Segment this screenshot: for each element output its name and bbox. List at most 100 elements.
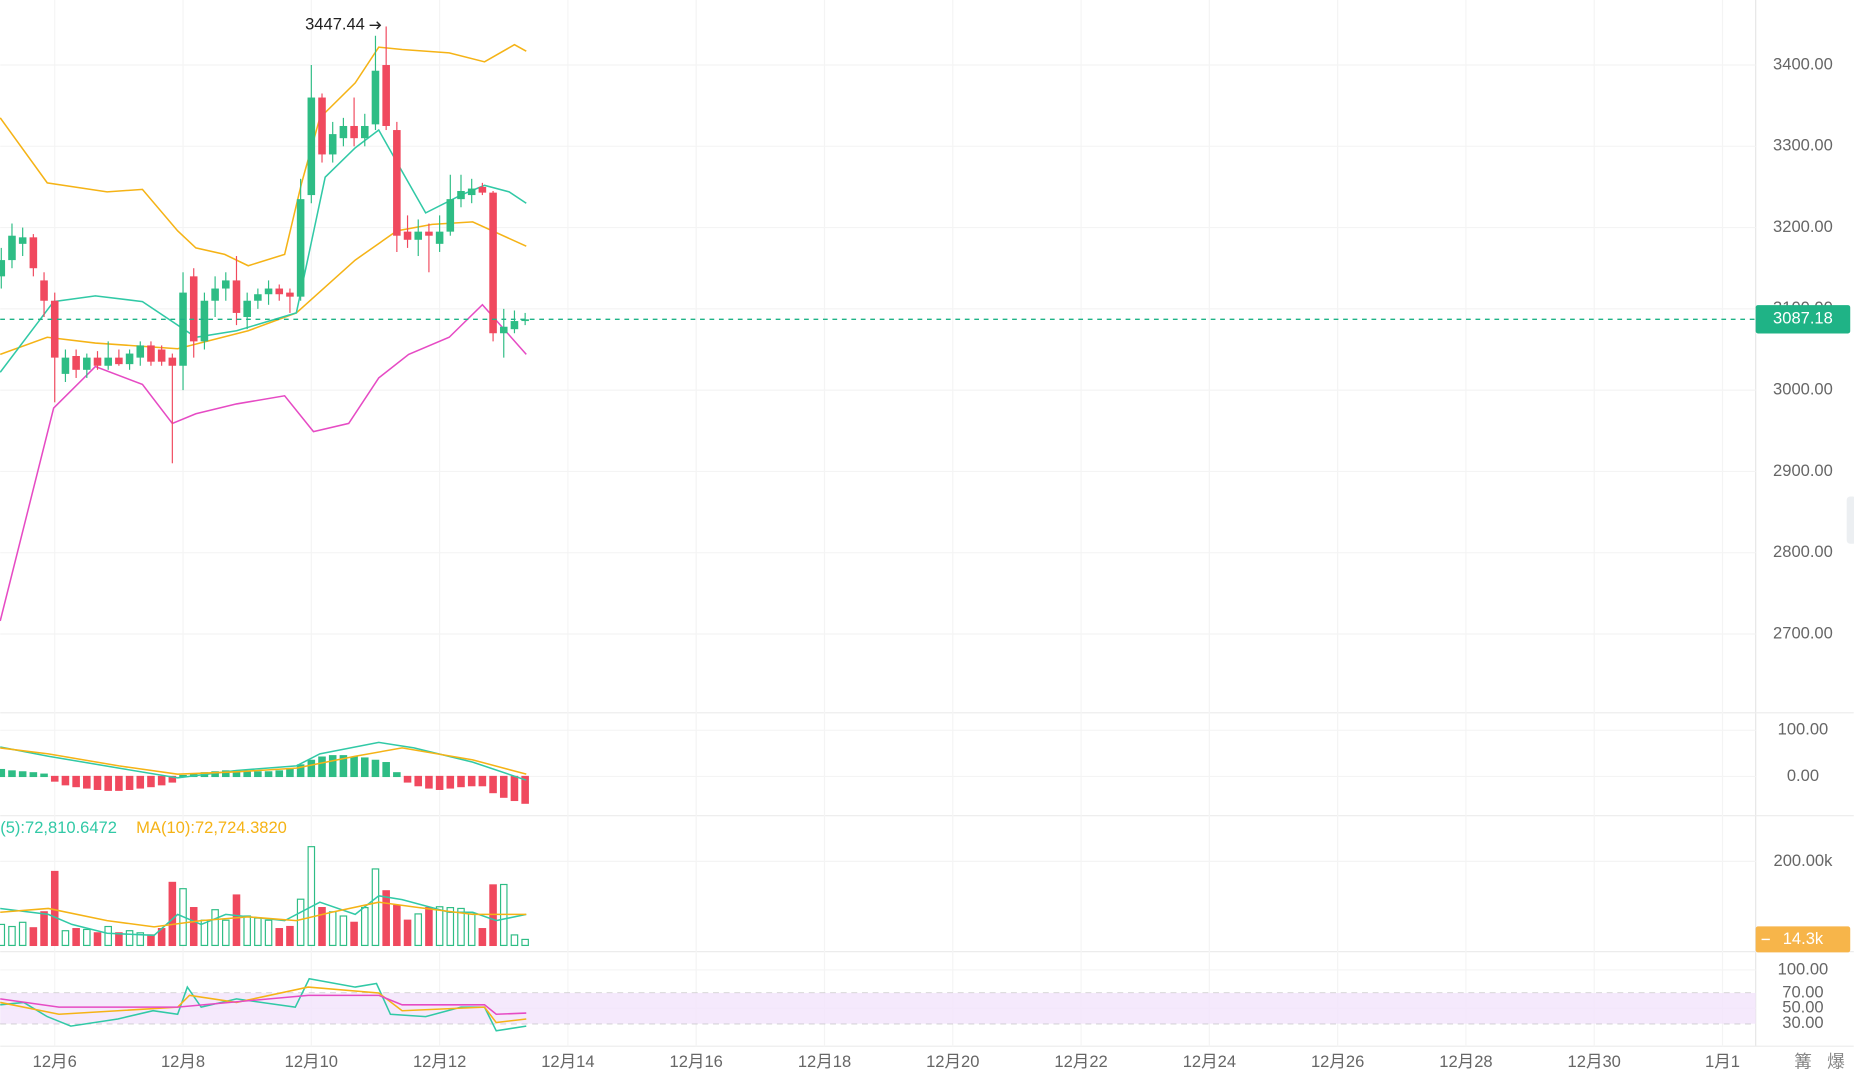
candle-body bbox=[147, 345, 155, 362]
y-tick-label: 3200.00 bbox=[1773, 217, 1833, 236]
bar bbox=[403, 919, 412, 947]
x-tick-label: 12月18 bbox=[798, 1052, 851, 1071]
annotation-arrow bbox=[369, 21, 382, 30]
candle-body bbox=[318, 97, 326, 155]
bar bbox=[296, 898, 305, 947]
candle-body bbox=[446, 199, 455, 232]
bar bbox=[50, 775, 59, 782]
candle-body bbox=[264, 288, 273, 295]
candle-body bbox=[339, 125, 348, 139]
bar bbox=[243, 771, 251, 778]
bar bbox=[157, 775, 166, 786]
bar bbox=[393, 904, 401, 947]
bar bbox=[222, 919, 230, 947]
bar bbox=[136, 775, 145, 789]
bar bbox=[296, 764, 305, 778]
bar bbox=[61, 930, 70, 947]
candle-body bbox=[425, 231, 433, 236]
bar bbox=[147, 775, 155, 788]
candle-body bbox=[457, 191, 465, 200]
bar bbox=[339, 755, 348, 778]
indicator-line bbox=[0, 901, 527, 928]
bar bbox=[350, 756, 358, 778]
candle-body bbox=[8, 235, 16, 261]
bar bbox=[489, 775, 497, 794]
price-tag-label: 3087.18 bbox=[1773, 309, 1833, 328]
band bbox=[0, 992, 1756, 1024]
bar bbox=[8, 925, 16, 947]
bar bbox=[0, 768, 6, 778]
candle-body bbox=[18, 237, 27, 244]
bar bbox=[18, 771, 27, 778]
bar bbox=[467, 913, 476, 947]
bar bbox=[125, 775, 134, 790]
bar bbox=[521, 775, 529, 804]
y-tick-label: 30.00 bbox=[1782, 1013, 1823, 1032]
bar bbox=[339, 915, 348, 947]
candle-body bbox=[328, 134, 337, 155]
candle-body bbox=[179, 292, 187, 366]
bar bbox=[40, 773, 48, 778]
candle-body bbox=[61, 357, 70, 374]
candle-body bbox=[211, 288, 219, 301]
candle-body bbox=[200, 300, 209, 342]
bar bbox=[510, 775, 519, 802]
bar bbox=[403, 775, 412, 783]
bar bbox=[393, 772, 401, 778]
bar bbox=[264, 919, 273, 947]
bar bbox=[446, 775, 455, 789]
bar bbox=[29, 772, 38, 778]
bar bbox=[286, 925, 294, 947]
bar bbox=[435, 906, 444, 947]
candle-body bbox=[115, 357, 123, 365]
bar bbox=[499, 775, 508, 798]
bar bbox=[29, 927, 38, 947]
y-tick-label: 70.00 bbox=[1782, 982, 1823, 1001]
x-tick-label: 1月1 bbox=[1705, 1052, 1740, 1071]
bar bbox=[115, 775, 123, 791]
y-tick-label: 3000.00 bbox=[1773, 380, 1833, 399]
bar bbox=[371, 759, 380, 778]
bar bbox=[521, 938, 529, 947]
y-tick-label: 0.00 bbox=[1787, 766, 1819, 785]
bar bbox=[254, 917, 262, 947]
x-tick-label: 12月8 bbox=[161, 1052, 205, 1071]
bar bbox=[435, 775, 444, 790]
bar bbox=[275, 928, 284, 947]
bar bbox=[104, 775, 112, 791]
candle-body bbox=[382, 65, 390, 126]
corner-icon: 篝 bbox=[1794, 1051, 1812, 1071]
bar bbox=[307, 759, 316, 778]
indicator-line bbox=[0, 303, 527, 622]
y-tick-label: 50.00 bbox=[1782, 998, 1823, 1017]
bar bbox=[72, 928, 80, 947]
y-tick-label: 3400.00 bbox=[1773, 54, 1833, 73]
x-tick-label: 12月22 bbox=[1054, 1052, 1107, 1071]
bar bbox=[328, 755, 337, 778]
candle-body bbox=[296, 199, 305, 297]
bar bbox=[232, 894, 241, 947]
bar bbox=[382, 890, 390, 947]
bar bbox=[275, 770, 284, 778]
candle-body bbox=[467, 188, 476, 196]
candle-body bbox=[93, 357, 102, 366]
bar bbox=[168, 881, 177, 947]
annotation: 3447.44 bbox=[305, 15, 365, 34]
scroll-handle[interactable] bbox=[1846, 496, 1854, 544]
bar bbox=[8, 770, 16, 778]
bar bbox=[425, 775, 433, 789]
bar bbox=[307, 846, 316, 947]
x-tick-label: 12月28 bbox=[1439, 1052, 1492, 1071]
indicator-line bbox=[0, 747, 527, 775]
y-tick-label: 2900.00 bbox=[1773, 461, 1833, 480]
x-tick-label: 12月16 bbox=[670, 1052, 723, 1071]
candle-body bbox=[435, 231, 444, 244]
bar bbox=[457, 775, 465, 788]
bar bbox=[50, 870, 59, 947]
bar bbox=[104, 925, 112, 947]
bar bbox=[382, 762, 390, 778]
bar bbox=[328, 911, 337, 947]
x-tick-label: 12月12 bbox=[413, 1052, 466, 1071]
